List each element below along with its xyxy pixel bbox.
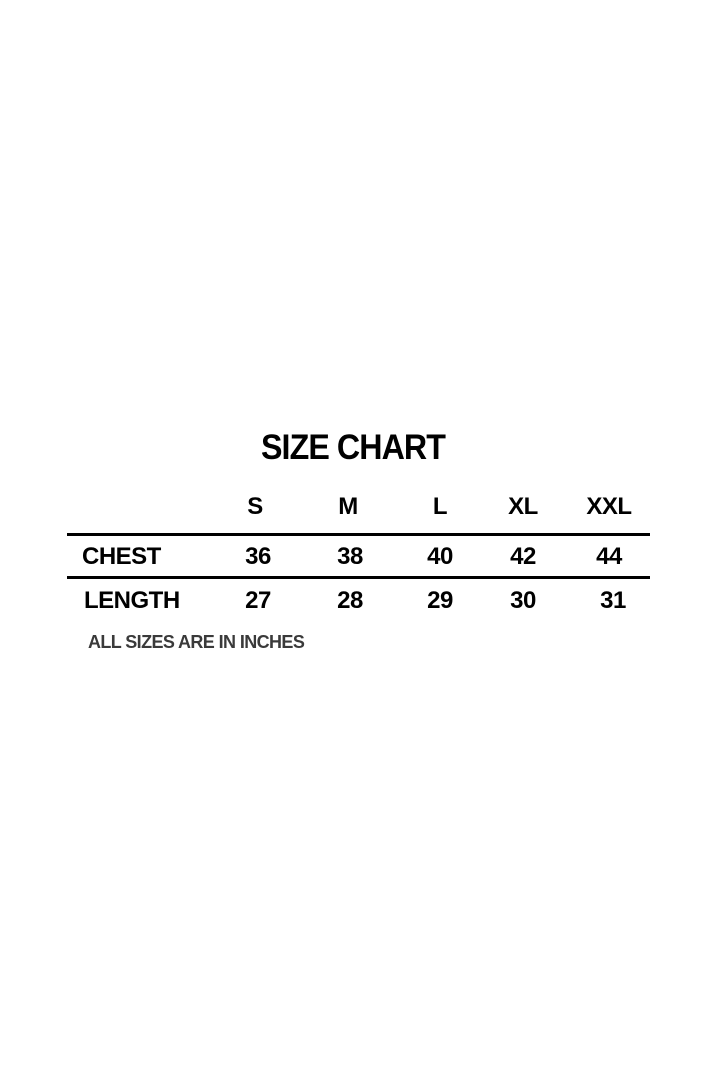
table-cell: 44 (596, 543, 622, 570)
divider (67, 533, 650, 536)
row-label: LENGTH (84, 587, 180, 614)
page-title: SIZE CHART (261, 428, 446, 467)
size-header: XL (508, 493, 538, 520)
size-header: XXL (586, 493, 632, 520)
table-cell: 30 (510, 587, 536, 614)
table-cell: 31 (600, 587, 626, 614)
size-header: M (338, 493, 358, 520)
table-cell: 29 (427, 587, 453, 614)
table-cell: 38 (337, 543, 363, 570)
size-header: S (247, 493, 263, 520)
table-cell: 28 (337, 587, 363, 614)
table-cell: 27 (245, 587, 271, 614)
table-cell: 40 (427, 543, 453, 570)
divider (67, 576, 650, 579)
row-label: CHEST (82, 543, 161, 570)
table-cell: 36 (245, 543, 271, 570)
units-note: ALL SIZES ARE IN INCHES (88, 632, 305, 652)
size-header: L (432, 493, 448, 520)
table-cell: 42 (510, 543, 536, 570)
